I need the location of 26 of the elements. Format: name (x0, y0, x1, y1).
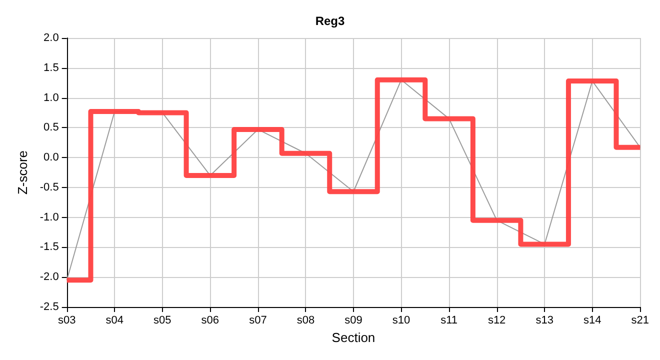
x-tick-label: s06 (201, 314, 220, 326)
y-axis-title: Z-score (15, 150, 30, 195)
x-tick-label: s03 (58, 314, 76, 326)
x-tick-label: s21 (631, 314, 650, 326)
y-tick-label: 2.0 (44, 32, 59, 44)
y-tick-label: -1.5 (40, 241, 59, 254)
y-tick-label: -1.0 (40, 211, 59, 224)
y-tick-label: 0.0 (44, 152, 59, 164)
y-tick-label: -0.5 (40, 181, 59, 194)
x-tick-label: s09 (344, 314, 362, 326)
y-tick-label: 1.0 (44, 92, 59, 104)
chart-title: Reg3 (315, 14, 345, 28)
x-tick-label: s10 (392, 314, 410, 326)
y-tick-label: 1.5 (44, 62, 59, 74)
y-tick-label: 0.5 (44, 122, 59, 134)
x-tick-label: s11 (440, 314, 458, 326)
x-tick-label: s13 (536, 314, 554, 326)
x-tick-label: s14 (583, 314, 602, 326)
y-tick-label: -2.0 (40, 271, 59, 284)
x-tick-label: s07 (249, 314, 267, 326)
x-tick-label: s04 (106, 314, 124, 326)
x-tick-label: s08 (296, 314, 315, 326)
x-tick-label: s05 (154, 314, 172, 326)
x-axis-title: Section (332, 330, 376, 345)
x-tick-label: s12 (488, 314, 506, 326)
y-tick-label: -2.5 (40, 301, 59, 313)
